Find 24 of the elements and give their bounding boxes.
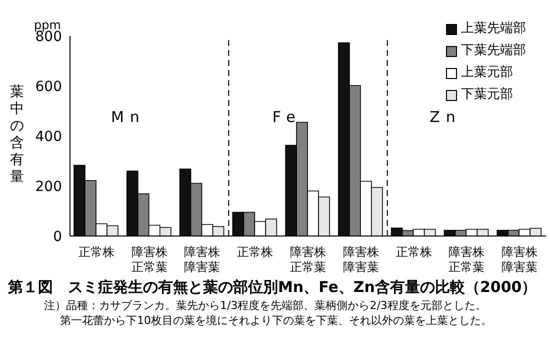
y-tick-label: 400 (35, 128, 62, 145)
x-tick-label: 障害株正常葉 (448, 245, 485, 274)
legend-label: 上葉元部 (461, 64, 513, 82)
x-tick-label: 正常株 (78, 245, 114, 259)
legend-label: 上葉先端部 (461, 20, 526, 38)
x-tick-label: 正常株 (396, 245, 432, 259)
text: 第１図 スミ症発生の有無と葉の部位別Mn、Fe、Zn含有量の比較（2000） (8, 278, 537, 297)
x-tick-label: 障害株障害葉 (184, 245, 220, 274)
y-axis-title: 葉中の含有量 (9, 84, 25, 186)
annotation: Zn (428, 108, 462, 126)
legend-label: 下葉先端部 (461, 42, 526, 60)
y-tick-label: 200 (35, 178, 62, 195)
x-tick-label: 障害株障害葉 (502, 245, 538, 274)
x-tick-label: 障害株正常葉 (290, 245, 326, 274)
annotation: Mn (110, 108, 146, 126)
x-tick-label: 障害株障害葉 (342, 245, 379, 274)
legend-label: 下葉元部 (461, 86, 513, 104)
x-tick-label: 正常株 (237, 245, 274, 259)
text: 注）品種：カサブランカ。葉先から1/3程度を先端部、葉柄側から2/3程度を元部とした。 (44, 298, 486, 313)
y-tick-label: 600 (35, 78, 62, 95)
y-tick-label: 0 (53, 228, 62, 245)
annotation: Fe (271, 108, 302, 126)
text: 第一花蕾から下10枚目の葉を境にそれより下の葉を下葉、それ以外の葉を上葉とした。 (60, 313, 492, 328)
x-tick-label: 障害株正常葉 (131, 245, 168, 274)
